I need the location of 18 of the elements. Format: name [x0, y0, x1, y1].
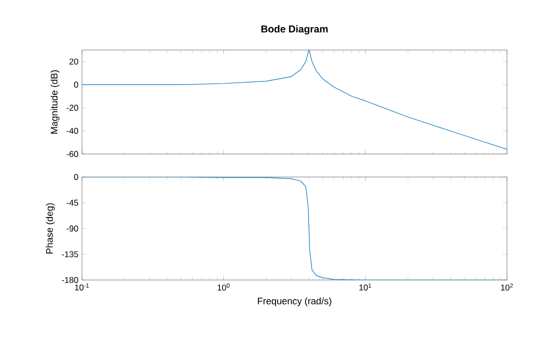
- x-tick-label: 10$^{1}$: [359, 284, 372, 290]
- x-tick-label: 10$^{2}$: [501, 284, 513, 291]
- x-axis-title: Frequency (rad/s): [258, 297, 332, 306]
- y-tick-label: 20: [69, 58, 78, 65]
- y-axis-title: Phase (deg): [46, 203, 55, 254]
- y-tick-label: -20: [66, 104, 78, 111]
- y-tick-label: -60: [66, 151, 78, 157]
- y-tick-label: -135: [62, 251, 78, 258]
- chart-title: Bode Diagram: [261, 25, 328, 35]
- y-tick-label: 0: [74, 82, 78, 88]
- y-tick-label: -90: [66, 226, 78, 232]
- x-tick-label: 10$^{-1}$: [75, 284, 89, 290]
- y-tick-label: -40: [66, 128, 78, 134]
- x-tick-label: 10$^{0}$: [218, 284, 230, 291]
- y-tick-label: -45: [66, 200, 78, 206]
- y-axis-title: Magnitude (dB): [50, 70, 60, 134]
- y-tick-label: 0: [74, 174, 78, 180]
- y-tick-label: -180: [62, 277, 78, 283]
